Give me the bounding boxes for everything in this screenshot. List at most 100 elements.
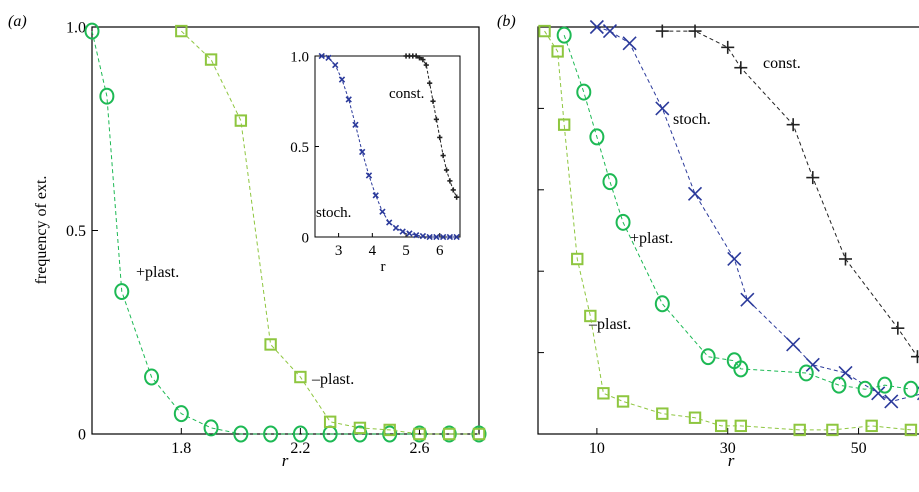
data-point-x-stroke <box>338 76 346 83</box>
panel-b-xlabel: r <box>728 451 735 470</box>
data-point-x <box>446 233 454 241</box>
panel-b-series <box>538 19 919 437</box>
data-point-plus <box>806 171 820 185</box>
data-point-x-stroke <box>622 36 637 51</box>
data-point-circle <box>654 295 670 313</box>
data-point-square <box>443 427 456 441</box>
data-point-x <box>687 186 703 201</box>
data-point-x <box>392 224 400 232</box>
data-point-x-stroke <box>419 232 427 240</box>
data-point-plus <box>838 252 852 266</box>
data-point-circle <box>382 425 398 443</box>
y-tick-label: 0 <box>302 230 310 246</box>
data-point-square <box>264 338 277 351</box>
data-point-circle <box>903 380 919 398</box>
x-tick-label: 2.2 <box>290 440 310 457</box>
data-point-x <box>727 251 742 267</box>
x-tick-label: 2.6 <box>409 440 429 457</box>
data-point-circle <box>263 425 279 443</box>
inset-xlabel: r <box>381 259 386 275</box>
data-point-plus <box>437 134 443 141</box>
data-point-x-stroke <box>589 19 604 35</box>
data-point-square <box>734 419 748 433</box>
data-point-x <box>412 232 420 239</box>
data-point-square <box>557 118 571 131</box>
data-point-x <box>740 292 755 307</box>
y-tick-label: 0.5 <box>290 140 309 156</box>
data-point-x <box>406 230 413 237</box>
data-point-x-stroke <box>446 233 454 241</box>
panel-a-label-plus-plast: +plast. <box>136 264 179 281</box>
panel-label-b: (b) <box>497 13 516 30</box>
data-point-plus <box>413 53 419 59</box>
data-point-x-stroke <box>412 232 420 239</box>
data-point-x <box>399 228 406 235</box>
data-point-x <box>622 36 637 51</box>
inset-series <box>318 52 460 241</box>
data-point-square <box>383 423 396 437</box>
x-tick-label: 1.8 <box>171 440 191 457</box>
data-point-x <box>325 54 332 61</box>
data-point-circle <box>411 425 427 443</box>
data-point-x-stroke <box>359 148 366 156</box>
data-point-x-stroke <box>786 337 801 352</box>
data-point-x-stroke <box>392 224 400 232</box>
data-point-x-stroke <box>871 386 886 401</box>
data-point-x-stroke <box>352 121 359 128</box>
data-point-plus <box>447 178 453 184</box>
panel-a-series <box>84 22 487 443</box>
data-point-x <box>786 337 801 352</box>
data-point-x <box>655 101 670 116</box>
data-point-square <box>571 252 584 266</box>
series-line <box>544 30 911 431</box>
data-point-x <box>379 208 386 215</box>
data-point-x-stroke <box>439 233 447 241</box>
data-point-x-stroke <box>318 52 325 60</box>
data-point-x-stroke <box>386 219 393 226</box>
inset-label-stoch: stoch. <box>316 205 351 221</box>
data-point-square <box>656 407 669 420</box>
data-point-circle <box>733 360 749 378</box>
data-point-x-stroke <box>365 172 373 179</box>
y-tick-label: 1.0 <box>290 49 309 65</box>
data-point-x-stroke <box>399 228 406 235</box>
x-tick-label: 6 <box>436 243 444 259</box>
data-point-square <box>204 53 218 66</box>
data-point-x <box>359 148 366 156</box>
data-point-plus <box>786 118 800 132</box>
panel-a-label-minus-plast: –plast. <box>311 371 354 388</box>
data-point-circle <box>352 425 368 443</box>
data-point-plus <box>440 152 446 159</box>
data-point-circle <box>877 376 893 394</box>
data-point-square <box>294 370 307 384</box>
data-point-circle <box>576 83 592 101</box>
data-point-plus <box>433 116 439 122</box>
series-line <box>406 55 458 198</box>
data-point-x <box>372 192 379 199</box>
data-point-circle <box>84 22 100 40</box>
data-point-x <box>884 394 899 409</box>
data-point-x-stroke <box>727 251 742 267</box>
data-point-x-stroke <box>884 394 899 409</box>
data-point-square <box>865 419 878 433</box>
data-point-square <box>551 45 564 58</box>
data-point-x <box>426 233 433 241</box>
panel-a-ylabel: frequency of ext. <box>33 176 50 285</box>
data-point-plus <box>416 55 423 61</box>
data-point-x <box>602 24 618 39</box>
x-tick-label: 30 <box>720 440 736 457</box>
data-point-circle <box>857 380 873 398</box>
data-point-x <box>338 76 346 83</box>
data-point-circle <box>602 173 618 191</box>
panel-label-a: (a) <box>8 13 27 30</box>
x-tick-label: 3 <box>335 243 343 259</box>
data-point-circle <box>233 425 249 443</box>
data-point-x-stroke <box>805 357 820 372</box>
data-point-square <box>616 395 630 408</box>
data-point-plus <box>910 350 919 364</box>
data-point-x-stroke <box>379 208 386 215</box>
data-point-square <box>826 423 839 437</box>
panel-b-label-minus-plast: –plast. <box>588 316 631 333</box>
data-point-square <box>714 419 728 433</box>
series-line <box>662 30 918 357</box>
